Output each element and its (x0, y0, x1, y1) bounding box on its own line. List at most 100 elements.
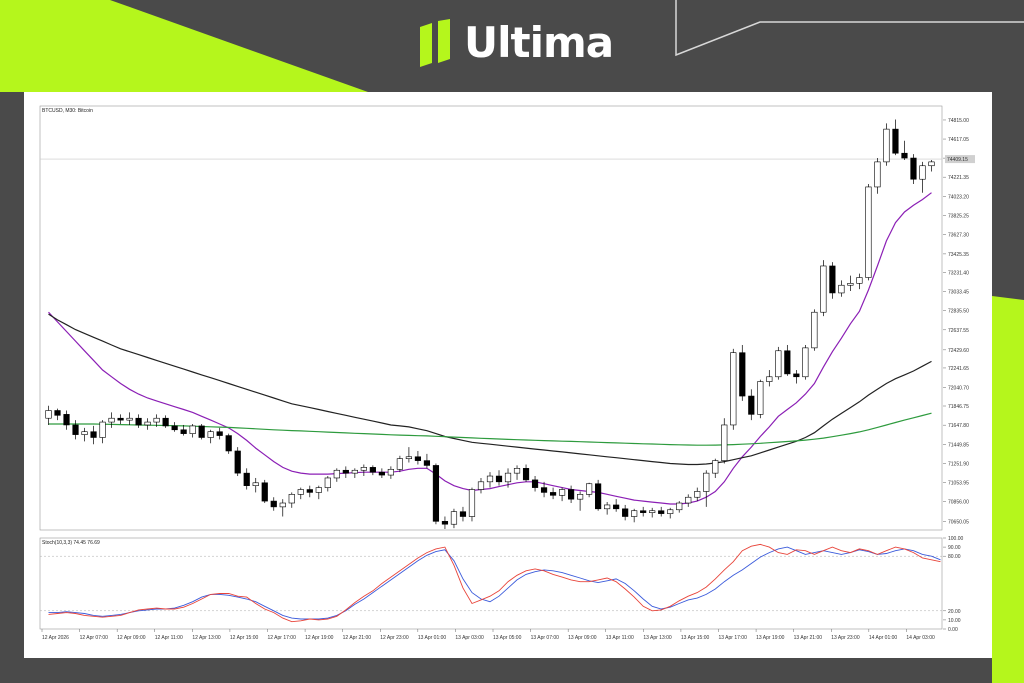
bullish-candle-body (387, 468, 394, 476)
y-tick-label: 72637.55 (948, 328, 969, 334)
x-tick-label: 12 Apr 07:00 (80, 635, 109, 641)
bearish-candle-body (522, 468, 530, 481)
bullish-candle-body (874, 161, 881, 188)
bullish-candle-body (450, 511, 458, 525)
bearish-candle-body (261, 482, 268, 502)
x-tick-label: 13 Apr 03:00 (455, 635, 484, 641)
candle (694, 487, 701, 502)
candle (676, 501, 683, 513)
candle (387, 466, 394, 479)
candle (495, 470, 503, 486)
candle (829, 262, 836, 299)
candle (766, 370, 773, 387)
candle (423, 453, 431, 469)
x-tick-label: 13 Apr 01:00 (418, 635, 447, 641)
y-tick-label: 70856.00 (948, 499, 969, 505)
stochastic-panel: Stoch(10,3,3) 74.45 76.69 100.00 90.00 80.0… (39, 536, 964, 641)
bullish-candle-body (504, 472, 512, 483)
candle (874, 158, 881, 194)
bullish-candle-body (577, 494, 584, 500)
bearish-candle-body (829, 265, 836, 294)
candle (306, 485, 313, 498)
x-tick-label: 14 Apr 03:00 (906, 635, 935, 641)
candle (99, 420, 106, 444)
bearish-candle-body (342, 469, 349, 474)
y-tick-label: 72835.50 (948, 309, 969, 315)
decor-outline (675, 0, 1024, 57)
bullish-candle-body (297, 489, 304, 495)
bullish-candle-body (811, 311, 818, 349)
bullish-candle-body (919, 165, 926, 180)
candle (108, 412, 115, 428)
candle (540, 481, 548, 498)
bullish-candle-body (883, 128, 890, 163)
candle (234, 447, 241, 477)
main-panel-frame (39, 105, 943, 531)
y-tick-label: 73825.25 (948, 213, 969, 219)
candle (586, 482, 593, 498)
candle (198, 424, 205, 440)
bullish-candle-body (676, 502, 683, 511)
bearish-candle-body (540, 487, 548, 493)
bullish-candle-body (928, 161, 935, 167)
candle (721, 418, 728, 464)
candle (468, 487, 476, 522)
x-tick-label: 13 Apr 15:00 (681, 635, 710, 641)
candle (279, 499, 286, 517)
bullish-candle-body (207, 431, 214, 438)
bearish-candle-body (369, 467, 376, 473)
y-tick-label: 72241.65 (948, 366, 969, 372)
candle (712, 458, 719, 478)
bullish-candle-body (468, 489, 476, 517)
x-tick-label: 13 Apr 07:00 (531, 635, 560, 641)
brand-name: Ultima (464, 18, 614, 67)
bullish-candle-body (486, 475, 494, 483)
candle (252, 477, 259, 493)
bullish-candle-body (351, 469, 358, 474)
candle (288, 492, 295, 508)
brand-logo: Ultima (418, 18, 614, 67)
bearish-candle-body (198, 425, 205, 438)
y-tick-label: 71251.90 (948, 461, 969, 467)
bearish-candle-body (171, 425, 178, 431)
stoch-y-tick-label: 10.00 (948, 618, 961, 624)
bullish-candle-body (586, 483, 593, 495)
candle (504, 468, 512, 488)
bullish-candle-body (189, 425, 196, 434)
candle (441, 516, 449, 530)
bearish-candle-body (378, 471, 385, 476)
bearish-candle-body (234, 450, 241, 474)
bearish-candle-body (531, 479, 539, 488)
candle (45, 405, 52, 425)
candle (90, 425, 97, 445)
bullish-candle-body (252, 482, 259, 486)
bearish-candle-body (162, 417, 169, 427)
y-tick-label: 70650.05 (948, 519, 969, 525)
bearish-candle-body (306, 489, 313, 493)
green-accent-right (992, 296, 1024, 683)
bullish-candle-body (604, 504, 611, 510)
x-tick-label: 12 Apr 23:00 (380, 635, 409, 641)
candle (162, 415, 169, 428)
bearish-candle-body (63, 414, 70, 426)
candle (243, 468, 250, 490)
bullish-candle-body (721, 424, 728, 461)
y-tick-label: 71449.85 (948, 442, 969, 448)
candle (549, 487, 557, 500)
y-tick-label: 72429.60 (948, 348, 969, 354)
candle (477, 477, 485, 494)
y-tick-label: 73231.40 (948, 271, 969, 277)
candle (784, 344, 791, 376)
candle (54, 408, 61, 421)
candle (216, 427, 223, 440)
candle (658, 506, 665, 517)
candle (847, 275, 854, 292)
stoch-y-tick-label: 100.00 (948, 536, 964, 542)
bearish-candle-body (243, 472, 250, 486)
bullish-candle-body (81, 431, 88, 435)
bearish-candle-body (784, 350, 791, 375)
candle (892, 119, 899, 156)
candle (910, 154, 917, 185)
x-tick-label: 13 Apr 21:00 (794, 635, 823, 641)
bullish-candle-body (703, 472, 710, 492)
